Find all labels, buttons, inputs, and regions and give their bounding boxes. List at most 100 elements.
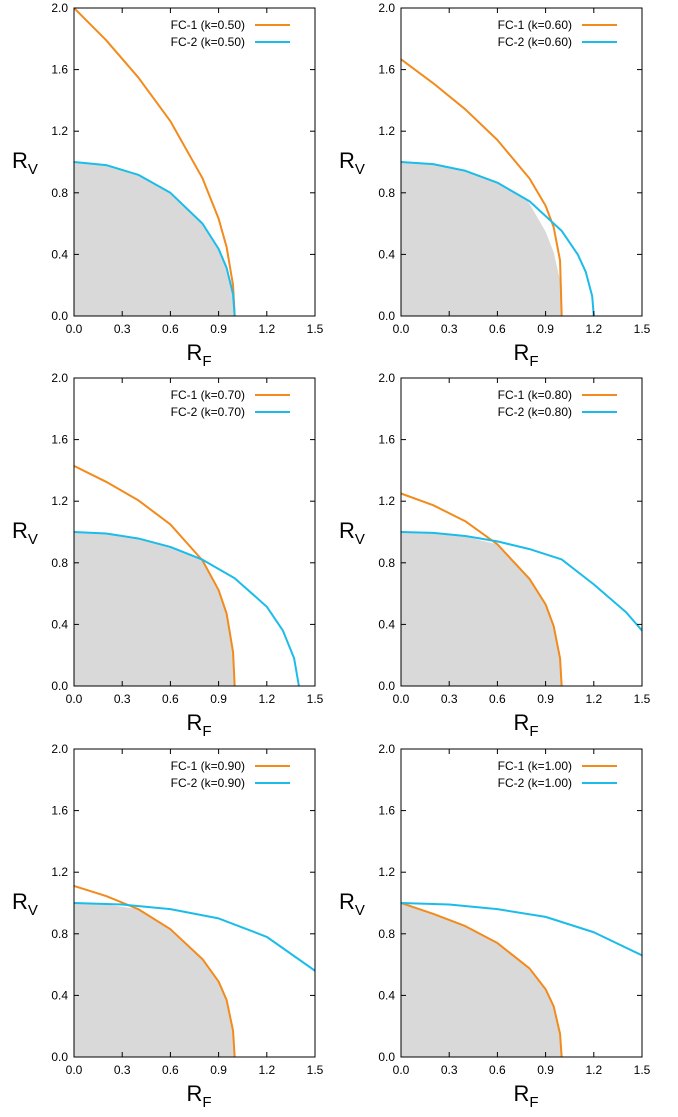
x-tick-label: 0.9 (210, 692, 227, 706)
y-tick-label: 1.6 (378, 63, 395, 77)
legend-label: FC-1 (k=0.50) (171, 18, 245, 32)
y-tick-label: 1.2 (51, 124, 68, 138)
feasible-region (401, 903, 562, 1057)
y-axis-label: RV (339, 518, 365, 548)
x-tick-label: 1.5 (634, 692, 651, 706)
plot-frame (400, 377, 643, 687)
x-tick-label: 0.0 (66, 692, 83, 706)
x-tick-label: 1.2 (585, 322, 602, 336)
y-tick-label: 0.4 (51, 247, 68, 261)
y-axis-label: RV (12, 518, 38, 548)
y-tick-label: 1.6 (51, 433, 68, 447)
x-tick-label: 0.3 (441, 322, 458, 336)
x-tick-label: 0.3 (114, 1063, 131, 1077)
y-tick-label: 1.6 (51, 804, 68, 818)
x-tick-label: 0.0 (66, 1063, 83, 1077)
plot-frame (400, 748, 643, 1058)
y-tick-label: 1.2 (51, 865, 68, 879)
y-tick-label: 2.0 (378, 371, 395, 385)
y-tick-label: 0.8 (378, 186, 395, 200)
y-tick-label: 1.6 (378, 804, 395, 818)
y-tick-label: 0.4 (51, 988, 68, 1002)
chart-panel-2: 0.0 0.3 0.6 0.9 1.2 1.5 0.0 0.4 0.8 1.2 1.6 2.0 FC-1… (339, 1, 651, 370)
series-line-fc2 (74, 161, 236, 316)
y-tick-label: 1.2 (378, 494, 395, 508)
y-axis-label: RV (12, 889, 38, 919)
x-tick-label: 1.2 (585, 692, 602, 706)
legend-label: FC-1 (k=1.00) (498, 759, 572, 773)
legend-label: FC-2 (k=0.80) (498, 405, 572, 419)
x-tick-label: 0.6 (489, 692, 506, 706)
x-tick-label: 0.9 (210, 1063, 227, 1077)
x-axis-label: RF (514, 710, 539, 740)
x-tick-label: 1.5 (307, 692, 324, 706)
legend-label: FC-1 (k=0.70) (171, 388, 245, 402)
series-line-fc1 (74, 884, 236, 1057)
x-axis-label: RF (187, 340, 212, 370)
x-tick-label: 0.3 (441, 1063, 458, 1077)
y-tick-label: 0.0 (51, 309, 68, 323)
y-tick-label: 1.6 (378, 433, 395, 447)
x-tick-label: 0.9 (537, 322, 554, 336)
x-tick-label: 0.6 (162, 322, 179, 336)
y-axis-label: RV (339, 148, 365, 178)
chart-panel-3: 0.0 0.3 0.6 0.9 1.2 1.5 0.0 0.4 0.8 1.2 1.6 2.0 FC-1… (12, 371, 324, 740)
y-tick-label: 2.0 (378, 742, 395, 756)
x-tick-label: 0.0 (393, 322, 410, 336)
x-tick-label: 0.3 (114, 322, 131, 336)
series-line-fc2 (401, 902, 642, 957)
series-line-fc2 (401, 161, 595, 316)
chart-panel-5: 0.0 0.3 0.6 0.9 1.2 1.5 0.0 0.4 0.8 1.2 1.6 2.0 FC-1… (12, 742, 324, 1111)
y-tick-label: 0.4 (51, 617, 68, 631)
y-tick-label: 0.8 (378, 927, 395, 941)
y-tick-label: 0.0 (378, 309, 395, 323)
y-tick-label: 2.0 (51, 1, 68, 15)
y-tick-label: 0.4 (378, 988, 395, 1002)
plot-frame (73, 748, 316, 1058)
legend-label: FC-2 (k=0.70) (171, 405, 245, 419)
feasible-region (401, 532, 562, 686)
series-line-fc1 (401, 902, 563, 1057)
x-tick-label: 0.3 (114, 692, 131, 706)
plot-frame (73, 377, 316, 687)
feasible-region (74, 162, 235, 316)
x-axis-label: RF (514, 340, 539, 370)
chart-panel-6: 0.0 0.3 0.6 0.9 1.2 1.5 0.0 0.4 0.8 1.2 1.6 2.0 FC-1… (339, 742, 651, 1111)
y-tick-label: 0.8 (51, 186, 68, 200)
y-tick-label: 0.0 (378, 1050, 395, 1064)
x-axis-label: RF (187, 710, 212, 740)
x-axis-label: RF (514, 1081, 539, 1111)
series-line-fc1 (401, 492, 563, 686)
plot-frame (400, 7, 643, 317)
y-tick-label: 0.8 (51, 927, 68, 941)
x-tick-label: 1.5 (307, 322, 324, 336)
x-tick-label: 0.6 (489, 322, 506, 336)
x-tick-label: 0.9 (210, 322, 227, 336)
y-tick-label: 0.4 (378, 247, 395, 261)
chart-panel-4: 0.0 0.3 0.6 0.9 1.2 1.5 0.0 0.4 0.8 1.2 1.6 2.0 FC-1… (339, 371, 651, 740)
x-tick-label: 0.9 (537, 692, 554, 706)
y-tick-label: 1.6 (51, 63, 68, 77)
y-tick-label: 2.0 (51, 742, 68, 756)
y-axis-label: RV (339, 889, 365, 919)
series-line-fc2 (74, 902, 315, 972)
y-tick-label: 0.8 (378, 556, 395, 570)
feasible-region (74, 532, 235, 686)
y-tick-label: 1.2 (51, 494, 68, 508)
y-tick-label: 0.8 (51, 556, 68, 570)
y-tick-label: 1.2 (378, 865, 395, 879)
legend-label: FC-1 (k=0.80) (498, 388, 572, 402)
x-tick-label: 1.2 (258, 1063, 275, 1077)
legend-label: FC-2 (k=1.00) (498, 776, 572, 790)
series-line-fc1 (401, 58, 563, 316)
series-line-fc2 (74, 531, 300, 686)
x-tick-label: 0.6 (162, 1063, 179, 1077)
x-axis-label: RF (187, 1081, 212, 1111)
x-tick-label: 1.5 (634, 322, 651, 336)
x-tick-label: 0.3 (441, 692, 458, 706)
legend-label: FC-2 (k=0.60) (498, 35, 572, 49)
y-tick-label: 2.0 (378, 1, 395, 15)
y-tick-label: 0.0 (378, 679, 395, 693)
x-tick-label: 0.9 (537, 1063, 554, 1077)
